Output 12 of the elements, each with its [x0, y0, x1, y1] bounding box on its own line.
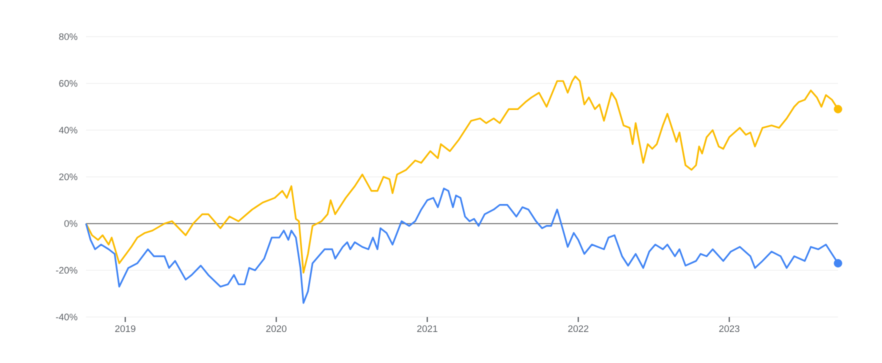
- y-tick-label: 0%: [64, 220, 78, 227]
- y-tick-label: -40%: [56, 314, 78, 320]
- x-tick-label: 2023: [719, 325, 740, 332]
- x-tick-label: 2022: [568, 325, 588, 332]
- y-tick-label: 60%: [59, 80, 78, 87]
- y-tick-label: 40%: [58, 126, 78, 134]
- y-tick-label: -20%: [56, 266, 78, 274]
- x-tick-label: 2019: [115, 325, 136, 332]
- x-tick-label: 2020: [266, 325, 286, 332]
- y-tick-label: 20%: [59, 173, 78, 180]
- y-tick-label: 80%: [59, 33, 78, 40]
- x-tick-label: 2021: [417, 325, 438, 332]
